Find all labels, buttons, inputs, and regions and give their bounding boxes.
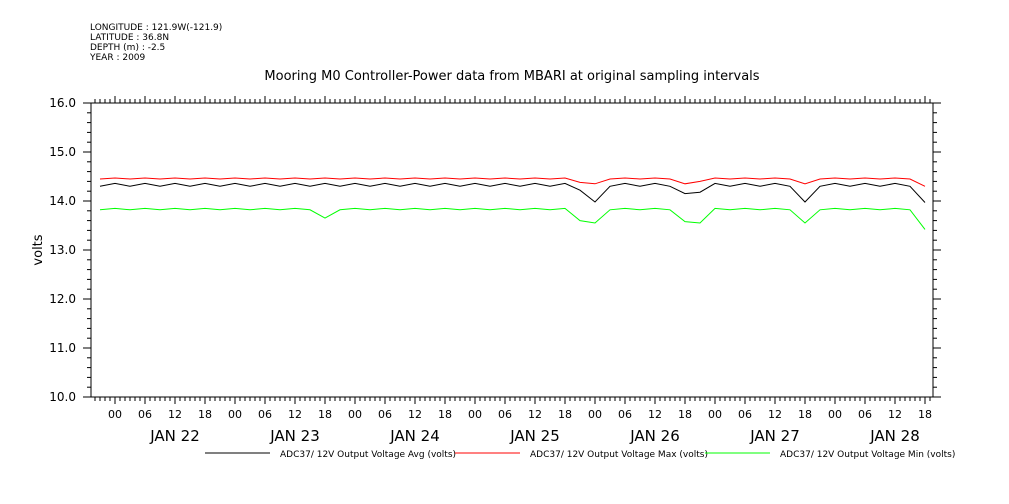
x-hour-label: 18 (198, 408, 212, 421)
x-hour-label: 00 (588, 408, 602, 421)
x-hour-label: 18 (678, 408, 692, 421)
x-hour-label: 12 (768, 408, 782, 421)
y-tick-label: 10.0 (49, 390, 76, 404)
x-hour-label: 18 (918, 408, 932, 421)
x-hour-label: 06 (738, 408, 752, 421)
x-day-label: JAN 23 (269, 427, 320, 445)
series-line-avg (99, 182, 926, 203)
y-tick-label: 12.0 (49, 292, 76, 306)
y-tick-label: 11.0 (49, 341, 76, 355)
y-axis-label: volts (31, 234, 46, 265)
x-hour-label: 06 (138, 408, 152, 421)
x-hour-label: 12 (288, 408, 302, 421)
x-hour-label: 00 (468, 408, 482, 421)
x-day-label: JAN 24 (389, 427, 440, 445)
legend-label: ADC37/ 12V Output Voltage Avg (volts) (280, 450, 456, 460)
x-hour-label: 00 (228, 408, 242, 421)
x-hour-label: 12 (408, 408, 422, 421)
x-hour-label: 06 (378, 408, 392, 421)
x-hour-label: 00 (828, 408, 842, 421)
meta-longitude: LONGITUDE : 121.9W(-121.9) (90, 23, 222, 33)
x-hour-label: 12 (888, 408, 902, 421)
x-hour-label: 12 (528, 408, 542, 421)
x-hour-label: 00 (108, 408, 122, 421)
x-hour-label: 00 (348, 408, 362, 421)
x-hour-label: 06 (858, 408, 872, 421)
meta-year: YEAR : 2009 (89, 53, 146, 63)
x-day-label: JAN 28 (869, 427, 920, 445)
chart-title: Mooring M0 Controller-Power data from MB… (264, 69, 759, 84)
x-day-label: JAN 25 (509, 427, 560, 445)
y-tick-label: 13.0 (49, 243, 76, 257)
legend-label: ADC37/ 12V Output Voltage Min (volts) (780, 450, 955, 460)
y-tick-label: 16.0 (49, 96, 76, 110)
x-hour-label: 06 (498, 408, 512, 421)
y-tick-label: 14.0 (49, 194, 76, 208)
x-hour-label: 18 (558, 408, 572, 421)
x-hour-label: 18 (318, 408, 332, 421)
meta-depth: DEPTH (m) : -2.5 (90, 43, 165, 53)
meta-latitude: LATITUDE : 36.8N (90, 33, 169, 43)
series-line-max (99, 177, 926, 187)
x-day-label: JAN 22 (149, 427, 200, 445)
x-hour-label: 12 (168, 408, 182, 421)
y-tick-label: 15.0 (49, 145, 76, 159)
x-hour-label: 06 (618, 408, 632, 421)
x-hour-label: 06 (258, 408, 272, 421)
x-day-label: JAN 26 (629, 427, 680, 445)
x-hour-label: 18 (798, 408, 812, 421)
x-hour-label: 00 (708, 408, 722, 421)
plot-frame (90, 102, 934, 398)
x-day-label: JAN 27 (749, 427, 800, 445)
x-hour-label: 18 (438, 408, 452, 421)
series-line-min (99, 207, 926, 230)
legend-label: ADC37/ 12V Output Voltage Max (volts) (530, 450, 708, 460)
x-hour-label: 12 (648, 408, 662, 421)
